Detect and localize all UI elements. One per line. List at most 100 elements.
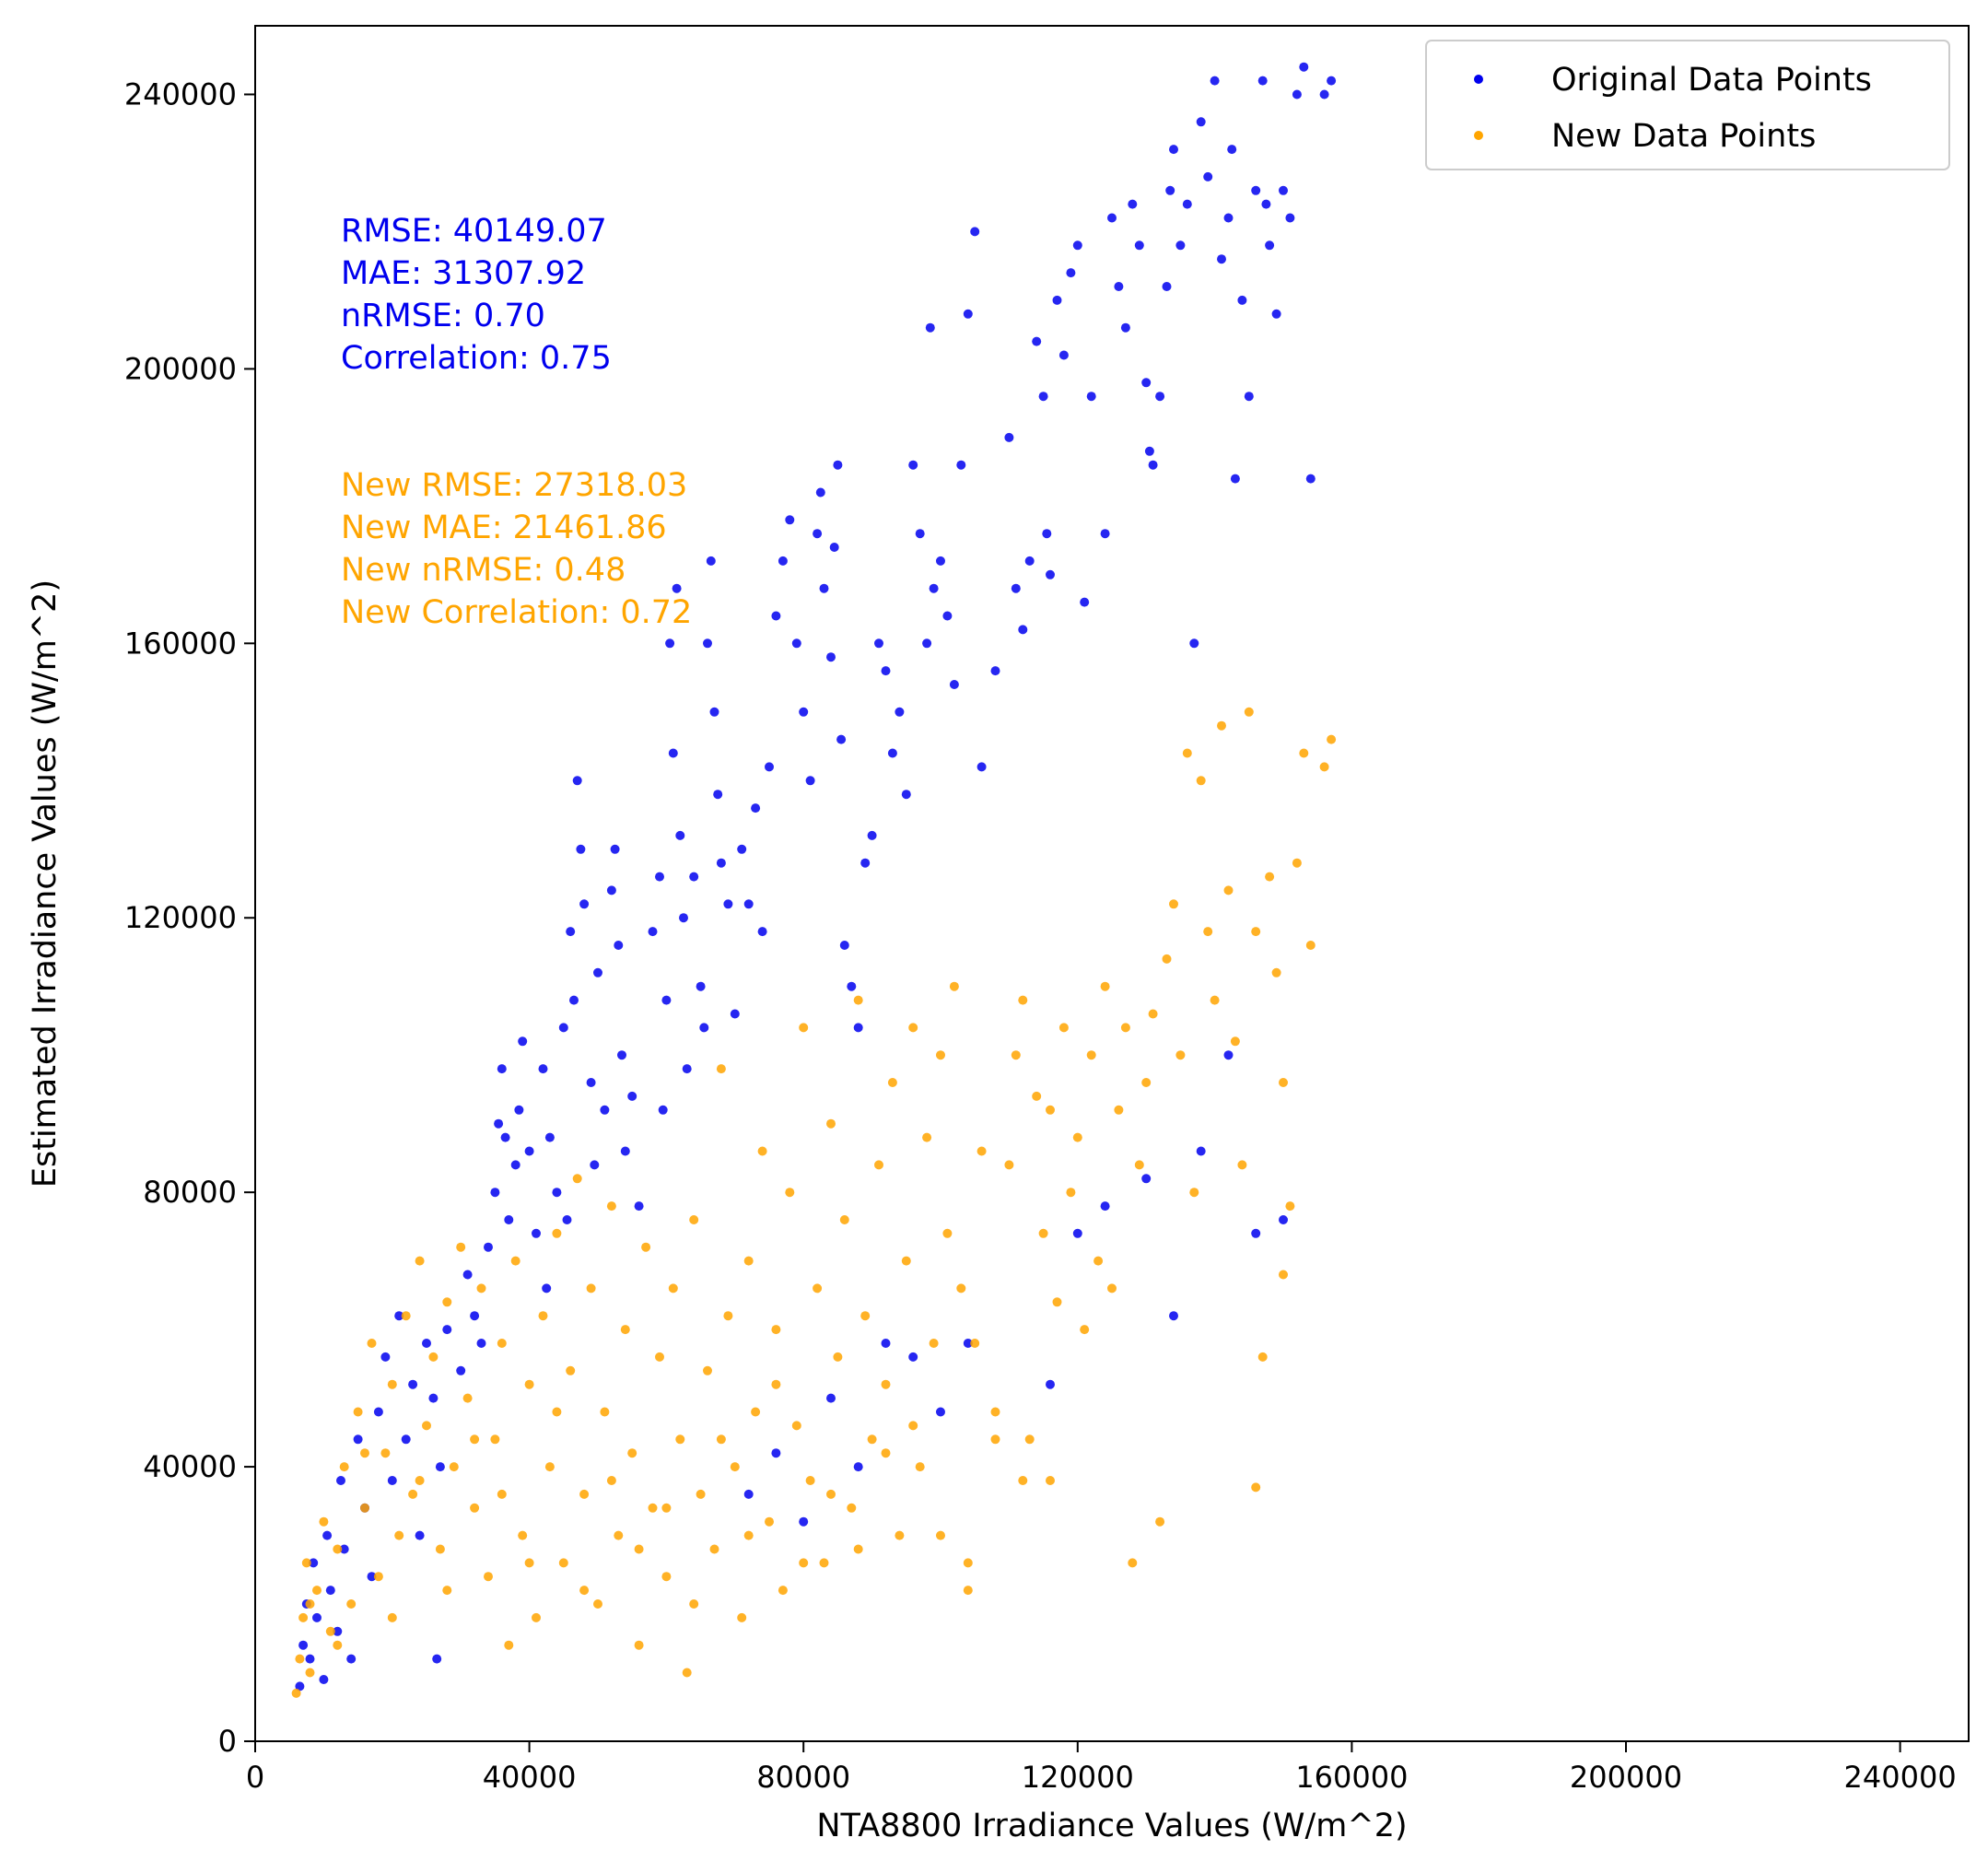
new-data-point	[295, 1654, 305, 1664]
original-data-point	[771, 1448, 781, 1458]
original-data-point	[936, 556, 945, 566]
original-data-point	[1189, 638, 1199, 649]
new-data-point	[319, 1516, 329, 1527]
new-data-point	[689, 1599, 699, 1609]
new-metric-line: New nRMSE: 0.48	[341, 552, 626, 589]
original-data-point	[1052, 295, 1062, 305]
new-data-point	[1114, 1105, 1124, 1115]
original-data-point	[1038, 392, 1048, 402]
original-data-point	[1141, 378, 1152, 388]
original-data-point	[476, 1339, 486, 1348]
new-data-point	[1244, 707, 1254, 717]
new-data-point	[456, 1242, 466, 1252]
new-data-point	[908, 1023, 918, 1033]
original-data-point	[1257, 76, 1268, 86]
new-data-point	[765, 1516, 774, 1527]
new-data-point	[990, 1407, 1000, 1417]
new-data-point	[614, 1530, 624, 1540]
new-data-point	[1279, 1270, 1288, 1280]
legend-label-original: Original Data Points	[1551, 62, 1872, 99]
new-data-point	[791, 1421, 801, 1431]
original-data-point	[1114, 282, 1124, 291]
y-tick-label: 120000	[124, 900, 237, 935]
original-data-point	[558, 1023, 568, 1033]
new-data-point	[291, 1688, 301, 1698]
original-data-point	[322, 1530, 333, 1540]
original-data-point	[658, 1105, 668, 1115]
new-data-point	[518, 1530, 528, 1540]
new-data-point	[1271, 967, 1281, 977]
original-data-point	[887, 748, 897, 758]
new-data-point	[1018, 1476, 1028, 1485]
new-data-point	[1305, 941, 1316, 950]
original-data-point	[442, 1325, 452, 1335]
new-data-point	[1058, 1023, 1069, 1033]
new-data-point	[606, 1201, 616, 1212]
new-data-point	[936, 1050, 945, 1060]
new-data-point	[1223, 885, 1234, 896]
new-data-point	[510, 1256, 520, 1266]
new-data-point	[1100, 981, 1110, 991]
new-data-point	[600, 1407, 610, 1417]
original-data-point	[785, 515, 795, 525]
original-data-point	[572, 776, 582, 786]
new-data-point	[648, 1503, 658, 1513]
new-data-point	[915, 1462, 925, 1472]
new-data-point	[1210, 995, 1220, 1005]
original-data-point	[634, 1201, 644, 1212]
new-data-point	[1169, 899, 1178, 909]
new-data-point	[743, 1530, 754, 1540]
original-data-point	[1134, 240, 1144, 251]
new-data-point	[1230, 1036, 1240, 1047]
x-tick-label: 200000	[1570, 1760, 1682, 1795]
original-data-point	[1182, 199, 1192, 209]
original-data-point	[524, 1146, 534, 1156]
new-data-point	[401, 1311, 411, 1321]
new-data-point	[435, 1544, 445, 1554]
new-data-point	[1203, 927, 1213, 937]
new-data-point	[833, 1352, 843, 1362]
new-data-point	[1265, 872, 1275, 882]
new-data-point	[1052, 1297, 1062, 1307]
original-metric-line: Correlation: 0.75	[341, 340, 612, 377]
original-data-point	[853, 1023, 863, 1033]
original-data-point	[860, 858, 871, 868]
new-data-point	[703, 1365, 712, 1375]
new-metric-line: New MAE: 21461.86	[341, 509, 667, 546]
original-data-point	[353, 1434, 363, 1445]
new-data-point	[394, 1530, 404, 1540]
original-data-point	[1120, 322, 1130, 333]
new-data-point	[552, 1407, 562, 1417]
new-data-point	[422, 1421, 431, 1431]
original-data-point	[380, 1352, 391, 1362]
new-data-point	[655, 1352, 664, 1362]
original-data-point	[908, 460, 918, 470]
new-data-point	[976, 1146, 987, 1156]
original-data-point	[562, 1215, 572, 1224]
new-data-point	[524, 1558, 534, 1568]
original-data-point	[510, 1160, 520, 1170]
new-data-point	[1046, 1105, 1055, 1115]
new-data-point	[579, 1586, 590, 1596]
original-data-point	[908, 1352, 918, 1362]
new-data-point	[743, 1256, 754, 1266]
original-data-point	[590, 1160, 600, 1170]
new-data-point	[1128, 1558, 1138, 1568]
original-data-point	[1169, 1311, 1178, 1321]
new-data-point	[1237, 1160, 1247, 1170]
original-data-point	[415, 1530, 425, 1540]
original-data-point	[1066, 268, 1076, 278]
new-data-point	[1072, 1132, 1082, 1142]
original-data-point	[696, 981, 706, 991]
new-data-point	[428, 1352, 439, 1362]
new-data-point	[1038, 1228, 1048, 1238]
original-data-point	[1175, 240, 1186, 251]
new-data-point	[462, 1393, 473, 1403]
new-data-point	[476, 1283, 486, 1294]
original-data-point	[655, 872, 664, 882]
new-data-point	[1093, 1256, 1104, 1266]
original-data-point	[538, 1064, 548, 1074]
y-tick-label: 200000	[124, 351, 237, 386]
original-data-point	[1165, 185, 1175, 195]
